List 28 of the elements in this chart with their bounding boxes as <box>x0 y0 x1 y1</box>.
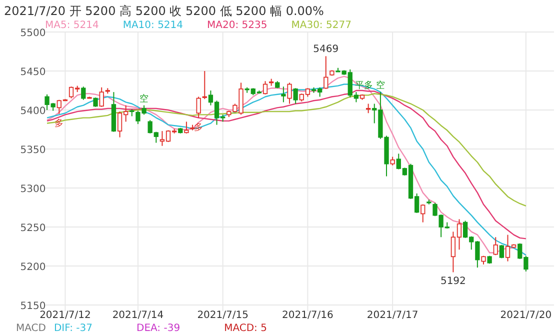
text: MA20: 5235 <box>207 20 268 31</box>
x-tick-label: 2021/7/16 <box>282 310 334 321</box>
text: DIF: -37 <box>54 323 92 334</box>
annotation: 5192 <box>440 276 466 288</box>
text: MA5: 5214 <box>45 20 99 31</box>
y-tick-label: 5400 <box>20 106 46 117</box>
y-tick-label: 5300 <box>20 184 46 195</box>
y-tick-label: 5450 <box>20 67 46 78</box>
text: DEA: -39 <box>136 323 180 334</box>
text: MACD <box>16 323 46 334</box>
y-tick-label: 5250 <box>20 223 46 234</box>
signal: 空 <box>376 81 385 92</box>
x-tick-label: 2021/7/14 <box>112 310 164 321</box>
y-tick-label: 5350 <box>20 145 46 156</box>
signal: 多 <box>54 118 64 129</box>
y-tick-label: 5200 <box>20 262 46 273</box>
x-tick-label: 2021/7/17 <box>366 310 418 321</box>
text: MACD: 5 <box>224 323 267 334</box>
x-tick-label: 2021/7/20 <box>500 310 552 321</box>
text: MA10: 5214 <box>122 20 184 31</box>
x-tick-label: 2021/7/12 <box>40 310 91 321</box>
x-tick-label: 2021/7/15 <box>197 310 248 321</box>
text: MA30: 5277 <box>291 20 352 31</box>
annotation: 5469 <box>313 44 339 56</box>
y-tick-label: 5500 <box>20 28 46 39</box>
signal: 空 <box>140 94 149 104</box>
y-tick-label: 5150 <box>20 301 46 312</box>
chart-title: 2021/7/20 开 5200 高 5200 收 5200 低 5200 幅 0.00% <box>4 4 324 18</box>
